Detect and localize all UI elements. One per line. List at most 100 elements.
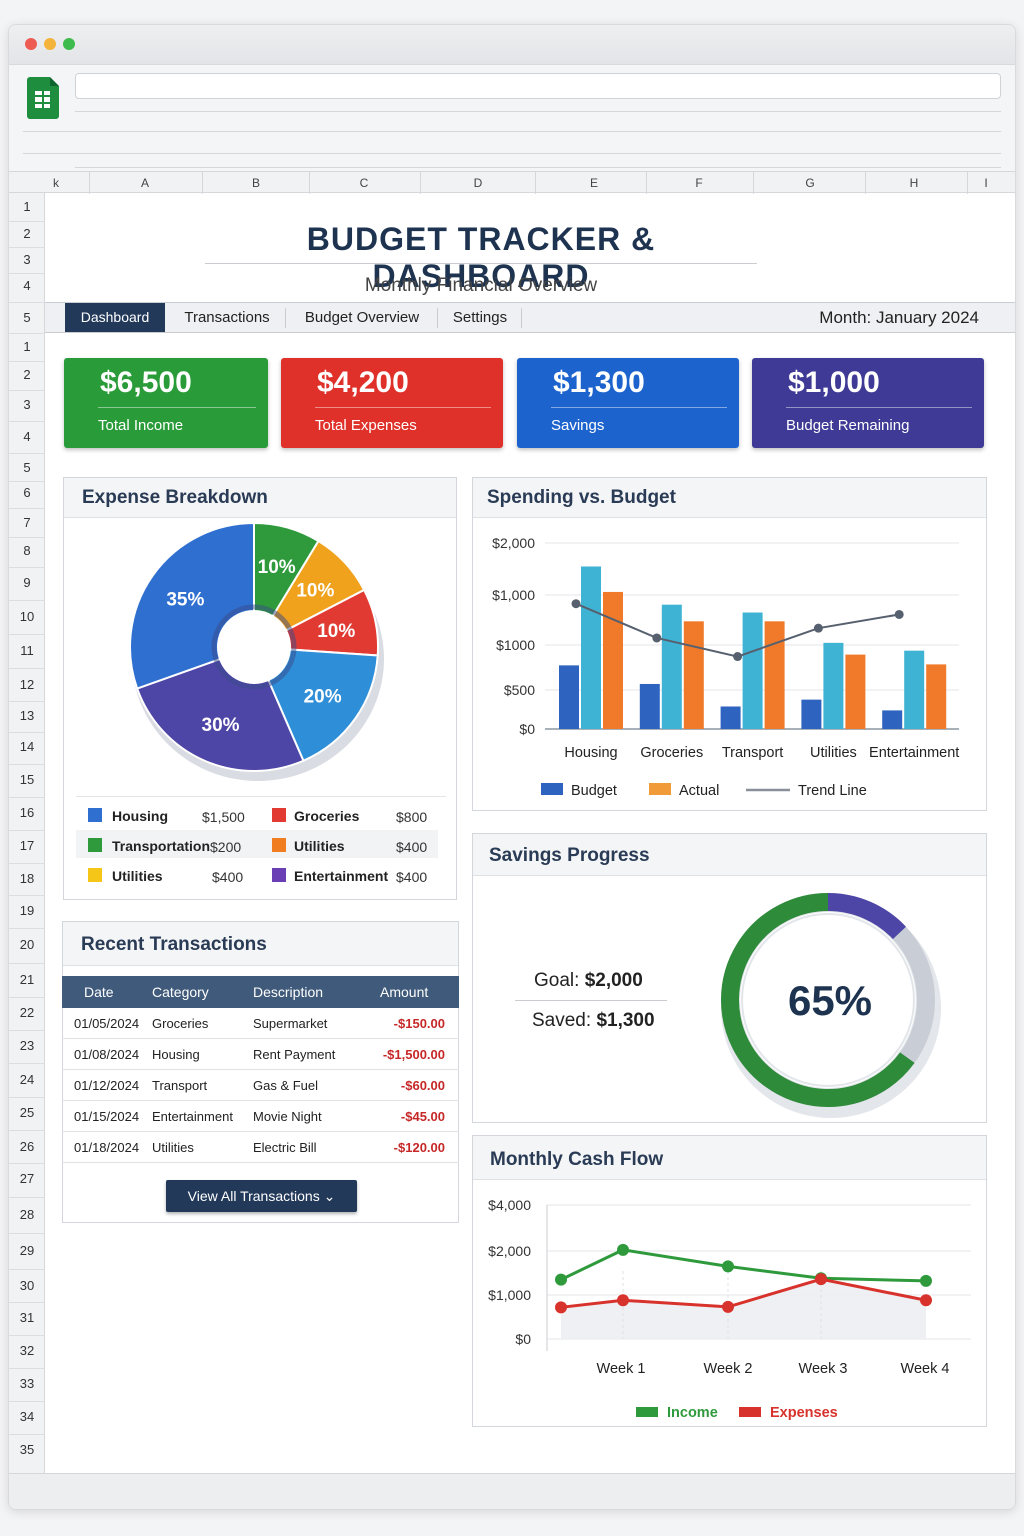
expenses-point [617,1294,629,1307]
row-number[interactable]: 32 [19,1343,35,1358]
row-number[interactable]: 8 [23,543,31,558]
table-row[interactable]: 01/15/2024 Entertainment Movie Night -$45.0… [62,1101,459,1132]
row-divider [9,928,45,929]
column-header-category[interactable]: Category [152,984,209,1000]
row-number[interactable]: 24 [19,1072,35,1087]
column-header-amount[interactable]: Amount [380,984,429,1000]
y-tick-label: $0 [515,1331,531,1347]
row-number[interactable]: 2 [23,367,31,382]
column-header[interactable]: B [251,176,260,190]
trend-point [813,623,823,633]
row-number[interactable]: 14 [19,739,35,754]
formula-bar[interactable] [75,73,1001,99]
row-number[interactable]: 33 [19,1376,35,1391]
row-number[interactable]: 2 [23,226,31,241]
kpi-label: Savings [551,417,605,434]
column-header[interactable]: A [140,176,149,190]
column-header[interactable]: E [589,176,598,190]
x-tick-label: Entertainment [869,745,959,761]
column-header[interactable]: D [473,176,483,190]
column-header-description[interactable]: Description [253,984,324,1000]
bar-series [823,642,844,729]
table-row[interactable]: 01/12/2024 Transport Gas & Fuel -$60.00 [62,1070,459,1101]
row-number[interactable]: 34 [19,1409,35,1424]
column-header[interactable]: G [805,176,815,190]
row-number[interactable]: 27 [19,1171,35,1186]
tab-budget-overview[interactable]: Budget Overview [304,309,420,326]
row-number[interactable]: 22 [19,1005,35,1020]
row-number[interactable]: 13 [19,708,35,723]
row-number[interactable]: 11 [20,643,34,658]
row-number[interactable]: 20 [19,937,35,952]
row-number[interactable]: 10 [19,609,35,624]
row-divider [9,895,45,896]
row-number[interactable]: 12 [19,677,35,692]
row-number[interactable]: 29 [19,1243,35,1258]
row-number[interactable]: 19 [19,903,35,918]
bar-actual [845,654,866,729]
transaction-description: Rent Payment [253,1047,336,1062]
row-divider [9,1367,45,1369]
row-number[interactable]: 5 [23,310,31,325]
row-number[interactable]: 1 [23,199,31,214]
expenses-point [722,1300,734,1313]
legend-name: Utilities [112,868,163,884]
row-number[interactable]: 23 [19,1038,35,1053]
row-divider [9,480,45,482]
row-number[interactable]: 35 [19,1442,35,1457]
row-number[interactable]: 28 [19,1207,35,1222]
row-number[interactable]: 3 [23,397,31,412]
row-number[interactable]: 17 [19,838,35,853]
row-number[interactable]: 15 [19,772,35,787]
column-header[interactable]: I [984,176,988,190]
maximize-window-button[interactable] [63,38,75,50]
transaction-amount: -$120.00 [393,1140,445,1155]
row-number[interactable]: 3 [23,252,31,267]
row-number[interactable]: 1 [23,339,31,354]
column-header[interactable]: F [695,176,703,190]
row-divider [9,421,45,422]
row-number[interactable]: 21 [19,972,35,987]
bar-budget [882,710,903,729]
row-divider [9,302,45,303]
row-number[interactable]: 16 [19,805,35,820]
close-window-button[interactable] [25,38,37,50]
legend-swatch [272,808,286,822]
row-number[interactable]: 30 [19,1278,35,1293]
table-row[interactable]: 01/08/2024 Housing Rent Payment -$1,500.00 [62,1039,459,1070]
row-number[interactable]: 7 [23,515,31,530]
row-divider [9,796,45,798]
column-header[interactable]: k [53,176,59,190]
bar-budget [720,706,741,729]
row-number[interactable]: 6 [23,485,31,500]
table-row[interactable]: 01/18/2024 Utilities Electric Bill -$120.00 [62,1132,459,1163]
view-all-transactions-button[interactable]: View All Transactions ⌄ [166,1180,357,1212]
row-divider [9,1163,45,1164]
row-number[interactable]: 31 [19,1310,35,1325]
row-number[interactable]: 4 [23,278,31,293]
minimize-window-button[interactable] [44,38,56,50]
tab-settings[interactable]: Settings [452,309,508,326]
row-number[interactable]: 4 [23,429,31,444]
row-divider [9,700,45,702]
row-divider [9,600,45,601]
bar-actual [603,591,623,729]
row-number[interactable]: 9 [23,575,31,590]
tab-divider [521,308,522,328]
kpi-savings: $1,300 Savings [517,358,739,448]
column-header-date[interactable]: Date [84,984,114,1000]
row-numbers: 1 2 3 4 5 1 2 3 4 5 6 7 8 9 10 11 12 13 14 15 16 17 18 19 20 21 22… [9,193,45,1473]
kpi-value: $6,500 [100,366,192,399]
toolbar-divider [75,153,1001,154]
table-row[interactable]: 01/05/2024 Groceries Supermarket -$150.00 [62,1008,459,1039]
row-number[interactable]: 18 [19,871,35,886]
tab-dashboard[interactable]: Dashboard [65,303,165,332]
row-number[interactable]: 5 [23,460,31,475]
column-header[interactable]: C [359,176,369,190]
tab-transactions[interactable]: Transactions [184,309,270,326]
row-number[interactable]: 26 [19,1139,35,1154]
column-header[interactable]: H [909,176,919,190]
row-divider [9,537,45,538]
transaction-description: Supermarket [253,1016,328,1031]
row-number[interactable]: 25 [19,1105,35,1120]
